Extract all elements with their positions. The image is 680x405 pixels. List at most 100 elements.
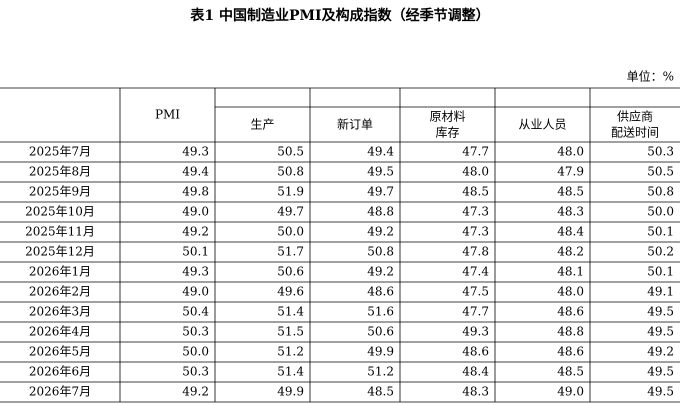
row-label: 2025年7月 [29,145,91,159]
cell-value: 50.8 [277,165,304,179]
cell-value: 48.6 [367,285,394,299]
cell-value: 48.5 [462,185,489,199]
cell-value: 49.0 [182,205,209,219]
cell-value: 49.0 [557,385,584,399]
cell-value: 48.1 [557,265,584,279]
cell-value: 48.0 [557,285,584,299]
row-label: 2025年10月 [25,205,95,219]
cell-value: 49.2 [182,385,209,399]
cell-value: 50.8 [647,185,674,199]
column-header: 库存 [435,125,459,140]
cell-value: 48.6 [557,345,584,359]
cell-value: 50.8 [367,245,394,259]
cell-value: 49.2 [647,345,674,359]
cell-value: 48.4 [557,225,584,239]
cell-value: 47.3 [462,225,489,239]
column-header: PMI [155,108,180,122]
cell-value: 49.2 [182,225,209,239]
cell-value: 49.5 [647,385,674,399]
cell-value: 49.0 [182,285,209,299]
cell-value: 49.9 [367,345,394,359]
cell-value: 48.6 [462,345,489,359]
cell-value: 51.2 [367,365,394,379]
cell-value: 50.1 [647,265,674,279]
row-label: 2025年9月 [29,185,91,199]
cell-value: 47.5 [462,285,489,299]
cell-value: 49.3 [182,265,209,279]
cell-value: 50.1 [647,225,674,239]
column-header: 配送时间 [611,125,659,140]
cell-value: 47.3 [462,205,489,219]
cell-value: 49.4 [367,145,394,159]
cell-value: 50.0 [182,345,209,359]
cell-value: 48.8 [367,205,394,219]
cell-value: 47.7 [462,305,489,319]
cell-value: 48.2 [557,245,584,259]
cell-value: 47.7 [462,145,489,159]
cell-value: 47.8 [462,245,489,259]
cell-value: 51.6 [367,305,394,319]
row-label: 2026年1月 [29,265,91,279]
column-header: 原材料 [429,110,465,124]
cell-value: 51.9 [277,185,304,199]
cell-value: 48.3 [557,205,584,219]
cell-value: 50.3 [182,365,209,379]
cell-value: 49.1 [647,285,674,299]
cell-value: 48.5 [557,365,584,379]
cell-value: 51.2 [277,345,304,359]
cell-value: 49.2 [367,225,394,239]
cell-value: 49.7 [367,185,394,199]
row-label: 2026年2月 [29,285,91,299]
row-label: 2025年11月 [25,225,95,239]
row-label: 2026年4月 [29,325,91,339]
column-header: 生产 [250,118,274,132]
cell-value: 48.4 [462,365,489,379]
cell-value: 48.6 [557,305,584,319]
column-header: 供应商 [617,109,653,124]
cell-value: 49.5 [647,325,674,339]
cell-value: 48.5 [557,185,584,199]
title: 表1 中国制造业PMI及构成指数（经季节调整） [189,7,489,24]
cell-value: 49.3 [462,325,489,339]
cell-value: 50.4 [182,305,209,319]
cell-value: 49.5 [647,365,674,379]
cell-value: 48.5 [367,385,394,399]
cell-value: 48.0 [557,145,584,159]
row-label: 2026年6月 [29,365,91,379]
cell-value: 49.7 [277,205,304,219]
row-label: 2025年8月 [29,165,91,179]
cell-value: 47.9 [557,165,584,179]
cell-value: 49.6 [277,285,304,299]
cell-value: 51.4 [277,305,304,319]
cell-value: 49.8 [182,185,209,199]
cell-value: 49.5 [367,165,394,179]
cell-value: 50.3 [647,145,674,159]
cell-value: 47.4 [462,265,489,279]
cell-value: 50.5 [647,165,674,179]
cell-value: 50.6 [367,325,394,339]
cell-value: 49.9 [277,385,304,399]
column-header: 新订单 [337,117,373,132]
cell-value: 48.3 [462,385,489,399]
cell-value: 49.4 [182,165,209,179]
cell-value: 49.2 [367,265,394,279]
cell-value: 51.4 [277,365,304,379]
cell-value: 50.5 [277,145,304,159]
row-label: 2026年7月 [29,385,91,399]
cell-value: 49.5 [647,305,674,319]
row-label: 2026年3月 [29,305,91,319]
cell-value: 50.0 [647,205,674,219]
cell-value: 50.3 [182,325,209,339]
unit: 单位：% [627,69,674,84]
cell-value: 51.5 [277,325,304,339]
column-header: 从业人员 [518,118,566,132]
cell-value: 50.6 [277,265,304,279]
cell-value: 49.3 [182,145,209,159]
cell-value: 50.0 [277,225,304,239]
cell-value: 50.2 [647,245,674,259]
cell-value: 51.7 [277,245,304,259]
cell-value: 48.8 [557,325,584,339]
cell-value: 50.1 [182,245,209,259]
row-label: 2026年5月 [29,345,91,359]
